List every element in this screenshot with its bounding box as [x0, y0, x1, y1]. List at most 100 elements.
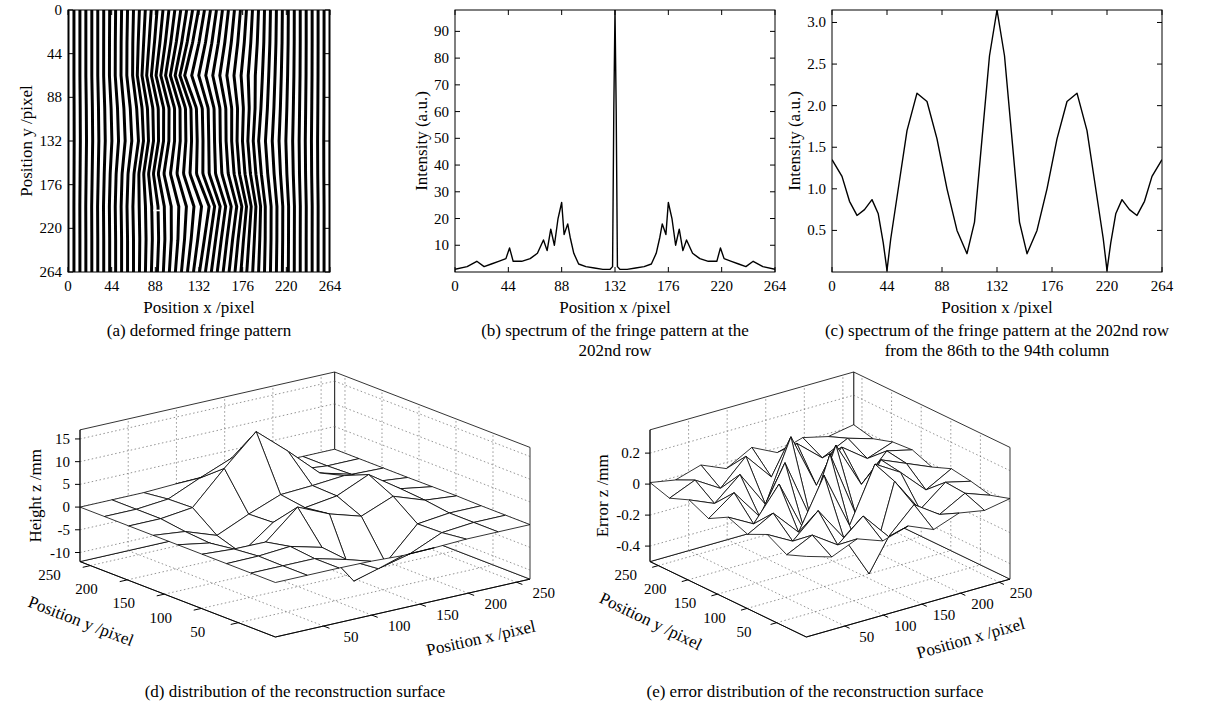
z-tick [75, 438, 80, 439]
x-tick [68, 10, 69, 15]
x-tick-label: 50 [343, 629, 358, 645]
y-tick-label: 40 [434, 157, 449, 173]
y-tick [455, 111, 460, 112]
y-tick-label: 1.5 [807, 139, 826, 155]
y-tick [770, 245, 775, 246]
x-tick [561, 267, 562, 272]
surface-cell [940, 493, 985, 514]
y-tick-label: 0 [55, 2, 63, 18]
y-axis-title: Intensity (a.u.) [412, 91, 431, 191]
x-tick-label: 0 [828, 278, 836, 294]
x-tick-label: 220 [275, 278, 298, 294]
plot-background [832, 10, 1162, 272]
y-tick [1157, 188, 1162, 189]
fringe [84, 10, 88, 272]
x-tick [199, 267, 200, 272]
x-tick [1162, 267, 1163, 272]
x-tick-label: 200 [971, 596, 994, 612]
title-line: (a) deformed fringe pattern [107, 321, 292, 340]
fringe [227, 10, 242, 272]
x-tick [516, 582, 522, 584]
y-tick [741, 608, 747, 610]
x-tick [1162, 10, 1163, 15]
y-tick-label: 2.0 [807, 98, 826, 114]
plot-frame [68, 10, 330, 272]
y-tick [455, 191, 460, 192]
surface-cell [787, 535, 832, 557]
plot-content [68, 10, 330, 272]
fringe [78, 10, 81, 272]
x-tick [420, 604, 426, 606]
fringe [166, 10, 179, 272]
fringe [293, 10, 295, 272]
fringe [286, 10, 289, 272]
y-tick [68, 141, 73, 142]
x-tick [997, 10, 998, 15]
fringe [151, 10, 158, 272]
y-tick-label: 132 [40, 133, 63, 149]
plot-content [832, 10, 1162, 270]
x-tick-label: 250 [1010, 585, 1033, 601]
x-tick [668, 10, 669, 15]
y-tick-label: 70 [434, 77, 449, 93]
y-tick-label: 250 [38, 567, 61, 583]
x-tick-label: 150 [436, 607, 459, 623]
y-tick [770, 138, 775, 139]
y-tick [68, 97, 73, 98]
x-tick [111, 267, 112, 272]
panel: 04488132176220264102030405060708090Posit… [412, 10, 787, 317]
y-tick [455, 245, 460, 246]
fringe [316, 10, 320, 272]
x-tick [845, 626, 850, 628]
fringe [98, 10, 99, 272]
y-tick [771, 623, 777, 625]
x-tick-label: 88 [148, 278, 163, 294]
plot-background [455, 10, 775, 272]
y-tick [68, 10, 73, 11]
y-tick [455, 165, 460, 166]
fringe [265, 10, 271, 272]
x-tick [286, 10, 287, 15]
x-tick-label: 44 [880, 278, 896, 294]
z-tick-label: -5 [58, 522, 71, 538]
x-tick [942, 10, 943, 15]
z-tick [645, 484, 650, 485]
x-tick-label: 264 [319, 278, 342, 294]
x-tick [324, 626, 330, 628]
x-tick [155, 10, 156, 15]
y-tick-label: 60 [434, 104, 449, 120]
y-tick [832, 105, 837, 106]
y-tick [832, 188, 837, 189]
x-tick [887, 10, 888, 15]
z-tick-label: 10 [55, 454, 70, 470]
z-tick [645, 546, 650, 547]
y-tick-label: 220 [40, 220, 63, 236]
fringe [121, 10, 125, 272]
plot-frame [455, 10, 775, 272]
x-grid [689, 551, 845, 626]
z-tick [75, 461, 80, 462]
x-tick-label: 176 [657, 278, 680, 294]
fringe [299, 10, 300, 272]
y-tick [68, 184, 73, 185]
z-tick-label: 5 [63, 476, 71, 492]
figure: 0448813217622026404488132176220264Positi… [0, 0, 1215, 707]
y-tick-label: 90 [434, 23, 449, 39]
x-tick [372, 615, 378, 617]
x-tick-label: 132 [986, 278, 1009, 294]
panel: 044881321762202640.51.01.52.02.53.0Posit… [785, 10, 1174, 317]
x-tick [775, 267, 776, 272]
y-tick-label: 20 [434, 211, 449, 227]
z-axis-title: Error z /mm [593, 454, 612, 537]
x-tick-label: 176 [231, 278, 254, 294]
fringe [310, 10, 314, 272]
z-tick-label: 0 [633, 476, 641, 492]
x-tick [242, 267, 243, 272]
x-tick-label: 0 [451, 278, 459, 294]
x-tick-label: 264 [1151, 278, 1174, 294]
z-axis-line [650, 430, 651, 562]
x-tick [508, 10, 509, 15]
y-axis-title: Position y /pixel [17, 85, 36, 197]
x-tick-label: 176 [1041, 278, 1064, 294]
x-tick-label: 0 [64, 278, 72, 294]
